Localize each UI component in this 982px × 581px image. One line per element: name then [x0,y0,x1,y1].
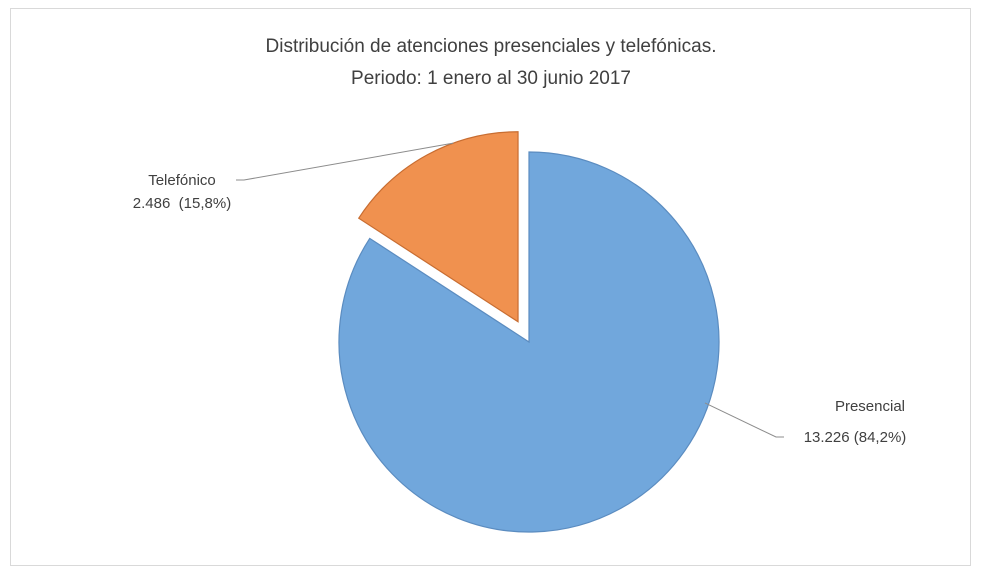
data-label-value: 13.226 (84,2%) [804,429,907,446]
chart-title: Distribución de atenciones presenciales … [266,36,717,57]
chart-subtitle: Periodo: 1 enero al 30 junio 2017 [351,68,631,89]
pie-slice [357,131,519,323]
leader-line [704,402,784,438]
leader-line [236,142,454,181]
data-label-name: Presencial [835,398,905,415]
data-label-name: Telefónico [148,172,216,189]
data-label-value: 2.486 (15,8%) [133,195,231,212]
pie-slice [338,151,720,533]
